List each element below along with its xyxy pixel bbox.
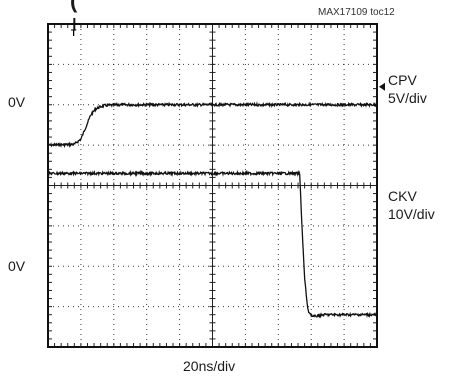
cpv-channel-scale: 5V/div [388,90,427,106]
ckv-ground-label: 0V [8,258,26,274]
ckv-channel-name: CKV [388,188,417,204]
cpv-channel-name: CPV [388,72,417,88]
ckv-waveform [47,169,377,319]
figure-id: MAX17109 toc12 [318,7,395,18]
trigger-marker-text: T [71,28,77,38]
ckv-channel-scale: 10V/div [388,206,435,222]
plot-frame [47,23,378,348]
cpv-ground-label: 0V [8,94,26,110]
cpv-ground-arrow [379,82,385,91]
title-fragment: ( [70,0,78,13]
cpv-waveform [47,101,378,149]
time-scale-label: 20ns/div [183,358,236,374]
